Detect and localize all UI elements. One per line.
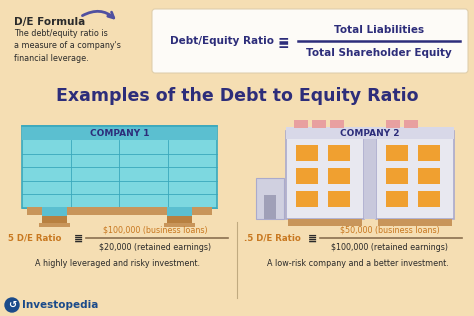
Bar	[296, 191, 318, 207]
Bar	[22, 126, 217, 140]
Bar	[386, 120, 400, 128]
Bar	[330, 120, 344, 128]
Bar	[378, 219, 452, 226]
Circle shape	[5, 298, 19, 312]
Bar	[418, 145, 440, 161]
Text: =: =	[308, 232, 317, 242]
Bar	[164, 223, 195, 227]
Bar	[376, 131, 454, 219]
Bar	[286, 127, 454, 139]
Bar	[167, 215, 192, 223]
Bar	[286, 131, 364, 219]
Text: =: =	[278, 39, 290, 53]
Bar	[39, 223, 70, 227]
Text: Total Shareholder Equity: Total Shareholder Equity	[306, 48, 452, 58]
Text: D/E Formula: D/E Formula	[14, 17, 85, 27]
Bar	[256, 178, 284, 219]
Text: Examples of the Debt to Equity Ratio: Examples of the Debt to Equity Ratio	[56, 87, 418, 105]
Text: Total Liabilities: Total Liabilities	[334, 25, 424, 35]
Text: A highly leveraged and risky investment.: A highly leveraged and risky investment.	[36, 258, 201, 268]
Text: $100,000 (retained earnings): $100,000 (retained earnings)	[331, 242, 448, 252]
Text: =: =	[74, 232, 83, 242]
Bar	[328, 168, 350, 184]
Text: $100,000 (business loans): $100,000 (business loans)	[103, 226, 207, 234]
Bar	[167, 207, 192, 216]
Bar	[42, 215, 67, 223]
Bar	[386, 168, 408, 184]
Bar	[264, 195, 276, 219]
Text: A low-risk company and a better investment.: A low-risk company and a better investme…	[267, 258, 449, 268]
Bar	[27, 207, 212, 215]
Bar	[22, 126, 217, 208]
Bar	[404, 120, 418, 128]
Bar	[296, 168, 318, 184]
Text: .5 D/E Ratio: .5 D/E Ratio	[244, 234, 301, 242]
Text: =: =	[74, 236, 83, 246]
Bar	[418, 168, 440, 184]
Text: $50,000 (business loans): $50,000 (business loans)	[340, 226, 440, 234]
Text: 5 D/E Ratio: 5 D/E Ratio	[8, 234, 62, 242]
FancyBboxPatch shape	[0, 0, 474, 85]
Bar	[294, 120, 308, 128]
Text: COMPANY 2: COMPANY 2	[340, 129, 400, 137]
Text: Debt/Equity Ratio: Debt/Equity Ratio	[170, 36, 274, 46]
Bar	[328, 145, 350, 161]
Bar	[386, 145, 408, 161]
Bar	[386, 191, 408, 207]
Text: COMPANY 1: COMPANY 1	[90, 129, 149, 137]
Text: =: =	[278, 34, 290, 48]
Text: Investopedia: Investopedia	[22, 300, 99, 310]
Bar	[312, 120, 326, 128]
Bar	[288, 219, 362, 226]
Text: $20,000 (retained earnings): $20,000 (retained earnings)	[99, 242, 211, 252]
Bar	[296, 145, 318, 161]
Bar	[328, 191, 350, 207]
FancyBboxPatch shape	[152, 9, 468, 73]
Bar	[364, 131, 376, 219]
Bar	[42, 207, 67, 216]
Bar	[418, 191, 440, 207]
Text: ↺: ↺	[8, 300, 16, 310]
Text: =: =	[308, 236, 317, 246]
Text: The debt/equity ratio is
a measure of a company's
financial leverage.: The debt/equity ratio is a measure of a …	[14, 29, 121, 63]
